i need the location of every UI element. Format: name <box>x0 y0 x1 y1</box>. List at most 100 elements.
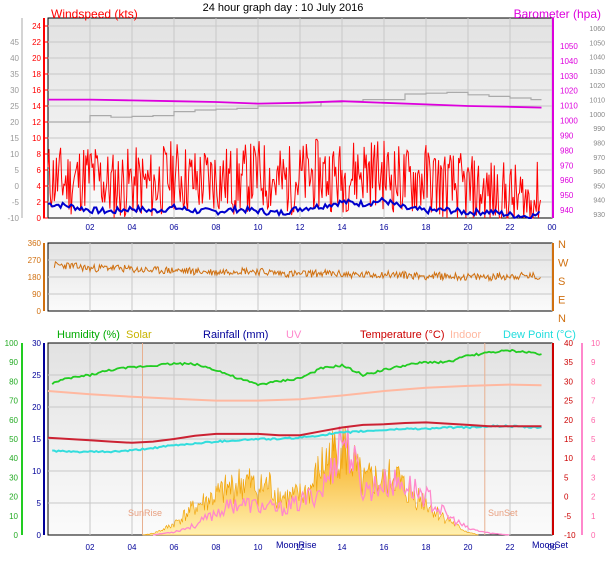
barometer-outer-tick-label: 1050 <box>589 40 605 47</box>
barometer-tick-label: 980 <box>560 146 574 155</box>
barometer-tick-label: 1040 <box>560 57 578 66</box>
wind-x-tick-label: 20 <box>464 223 473 232</box>
rainfall-tick-label: 15 <box>32 435 41 444</box>
humidity-label: Humidity (%) <box>57 329 120 341</box>
barometer-outer-tick-label: 1020 <box>589 83 605 90</box>
temperature-tick-label: 20 <box>564 416 573 425</box>
humidity-tick-label: 90 <box>9 358 18 367</box>
uv-label: UV <box>286 329 302 341</box>
barometer-outer-tick-label: 930 <box>593 212 605 219</box>
temperature-x-tick-label: 08 <box>212 543 221 552</box>
barometer-outer-tick-label: 1040 <box>589 55 605 62</box>
uv-tick-label: 5 <box>591 435 596 444</box>
sunset-annotation: SunSet <box>488 508 518 518</box>
temperature-tick-label: 15 <box>564 435 573 444</box>
barometer-tick-label: 940 <box>560 206 574 215</box>
windspeed-series-line <box>47 138 541 219</box>
barometer-outer-tick-label: 980 <box>593 140 605 147</box>
wind-x-tick-label: 14 <box>338 223 347 232</box>
temperature-x-tick-label: 16 <box>380 543 389 552</box>
temperature-x-tick-label: 06 <box>170 543 179 552</box>
rainfall-tick-label: 30 <box>32 339 41 348</box>
temperature-x-tick-label: 00 <box>548 543 557 552</box>
temperature-panel-axes: 1009080706050403020100302520151050403530… <box>5 339 601 552</box>
uv-tick-label: 8 <box>591 377 596 386</box>
dewpoint-label: Dew Point (°C) <box>503 329 576 341</box>
windspeed-tick-label: 0 <box>37 214 42 223</box>
temperature-tick-label: 30 <box>564 377 573 386</box>
windspeed-tick-label: 22 <box>32 38 41 47</box>
rainfall-tick-label: 25 <box>32 371 41 380</box>
windspeed-axis-label: Windspeed (kts) <box>51 7 138 21</box>
uv-tick-label: 9 <box>591 358 596 367</box>
barometer-outer-tick-label: 990 <box>593 126 605 133</box>
humidity-tick-label: 30 <box>9 473 18 482</box>
rainfall-tick-label: 10 <box>32 467 41 476</box>
barometer-tick-label: 1010 <box>560 102 578 111</box>
barometer-tick-label: 950 <box>560 191 574 200</box>
uv-series-line <box>152 426 510 536</box>
compass-label: N <box>558 239 566 251</box>
barometer-axis-label: Barometer (hpa) <box>514 7 601 21</box>
compass-label: E <box>558 295 565 307</box>
barometer-tick-label: 960 <box>560 176 574 185</box>
solar-label: Solar <box>126 329 152 341</box>
temperature-tick-label: 40 <box>564 339 573 348</box>
temperature-x-tick-label: 02 <box>86 543 95 552</box>
compass-label: W <box>558 258 569 270</box>
uv-tick-label: 3 <box>591 473 596 482</box>
barometer-outer-tick-label: 970 <box>593 155 605 162</box>
barometer-outer-tick-label: 960 <box>593 169 605 176</box>
temperature-panel-series <box>47 348 542 536</box>
humidity-tick-label: 0 <box>14 531 19 540</box>
rainfall-label: Rainfall (mm) <box>203 329 268 341</box>
direction-panel-series <box>53 260 541 283</box>
compass-label: S <box>558 276 565 288</box>
humidity-tick-label: 40 <box>9 454 18 463</box>
barometer-tick-label: 970 <box>560 161 574 170</box>
direction-tick-label: 270 <box>28 256 42 265</box>
knots-outer-tick-label: 5 <box>15 166 20 175</box>
wind-x-tick-label: 22 <box>506 223 515 232</box>
wind-x-tick-label: 08 <box>212 223 221 232</box>
temperature-tick-label: 25 <box>564 397 573 406</box>
temperature-x-tick-label: 12 <box>296 543 305 552</box>
knots-outer-tick-label: 35 <box>10 70 19 79</box>
windspeed-tick-label: 10 <box>32 134 41 143</box>
barometer-outer-tick-label: 950 <box>593 183 605 190</box>
temperature-tick-label: -5 <box>564 512 572 521</box>
direction-tick-label: 90 <box>32 290 41 299</box>
wind-panel-series <box>47 91 542 219</box>
chart-title: 24 hour graph day : 10 July 2016 <box>203 2 364 14</box>
barometer-outer-tick-label: 1030 <box>589 69 605 76</box>
humidity-tick-label: 60 <box>9 416 18 425</box>
gust-series-line <box>48 91 542 123</box>
knots-outer-tick-label: 15 <box>10 134 19 143</box>
temperature-x-tick-label: 10 <box>254 543 263 552</box>
knots-outer-tick-label: 20 <box>10 118 19 127</box>
temperature-tick-label: 5 <box>564 473 569 482</box>
wind-x-tick-label: 12 <box>296 223 305 232</box>
humidity-tick-label: 20 <box>9 493 18 502</box>
barometer-tick-label: 1030 <box>560 72 578 81</box>
knots-outer-tick-label: 30 <box>10 86 19 95</box>
uv-tick-label: 2 <box>591 493 596 502</box>
barometer-series-line <box>48 98 542 109</box>
dewpoint-series-line <box>52 424 542 454</box>
rainfall-tick-label: 0 <box>37 531 42 540</box>
moonrise-annotation: MoonRise <box>276 540 317 550</box>
barometer-outer-tick-label: 1060 <box>589 26 605 33</box>
wind-x-tick-label: 16 <box>380 223 389 232</box>
wind-x-tick-label: 00 <box>548 223 557 232</box>
windspeed-tick-label: 12 <box>32 118 41 127</box>
wind-x-tick-label: 10 <box>254 223 263 232</box>
direction-series-line <box>53 260 541 283</box>
temperature-tick-label: -10 <box>564 531 576 540</box>
wind-x-tick-label: 02 <box>86 223 95 232</box>
indoor-label: Indoor <box>450 329 482 341</box>
knots-outer-tick-label: 45 <box>10 38 19 47</box>
direction-tick-label: 360 <box>28 239 42 248</box>
humidity-tick-label: 70 <box>9 397 18 406</box>
